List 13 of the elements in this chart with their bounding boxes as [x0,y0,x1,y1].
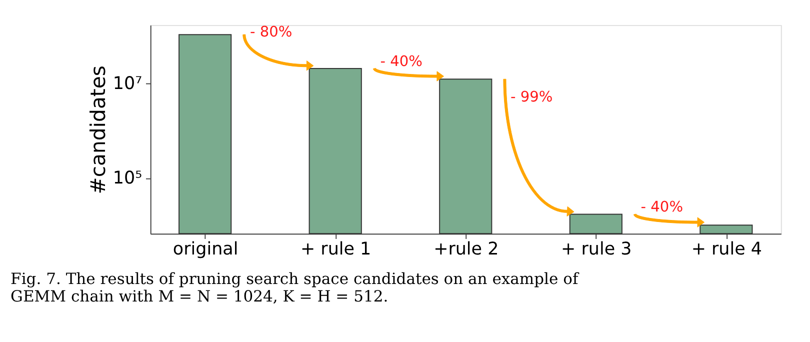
annotation: - 80% [250,24,292,41]
annotation: - 40% [380,52,423,70]
x-tick-label: + rule 1 [300,239,372,260]
annotation: - 99% [510,88,553,106]
y-axis-title: #candidates [86,65,110,194]
x-tick-label: + rule 3 [561,239,632,260]
x-tick-label: +rule 2 [434,239,499,260]
y-tick-label: 10⁷ [112,74,142,94]
caption: Fig. 7. The results of pruning search space candidates on an example of GEMM chain with M = N = 1024, K = H = 512. [10,270,580,306]
y-tick-label: 10⁵ [112,168,142,188]
x-tick-label: + rule 4 [691,239,762,260]
annotation: - 40% [640,198,684,216]
x-tick-label: original [172,239,238,260]
